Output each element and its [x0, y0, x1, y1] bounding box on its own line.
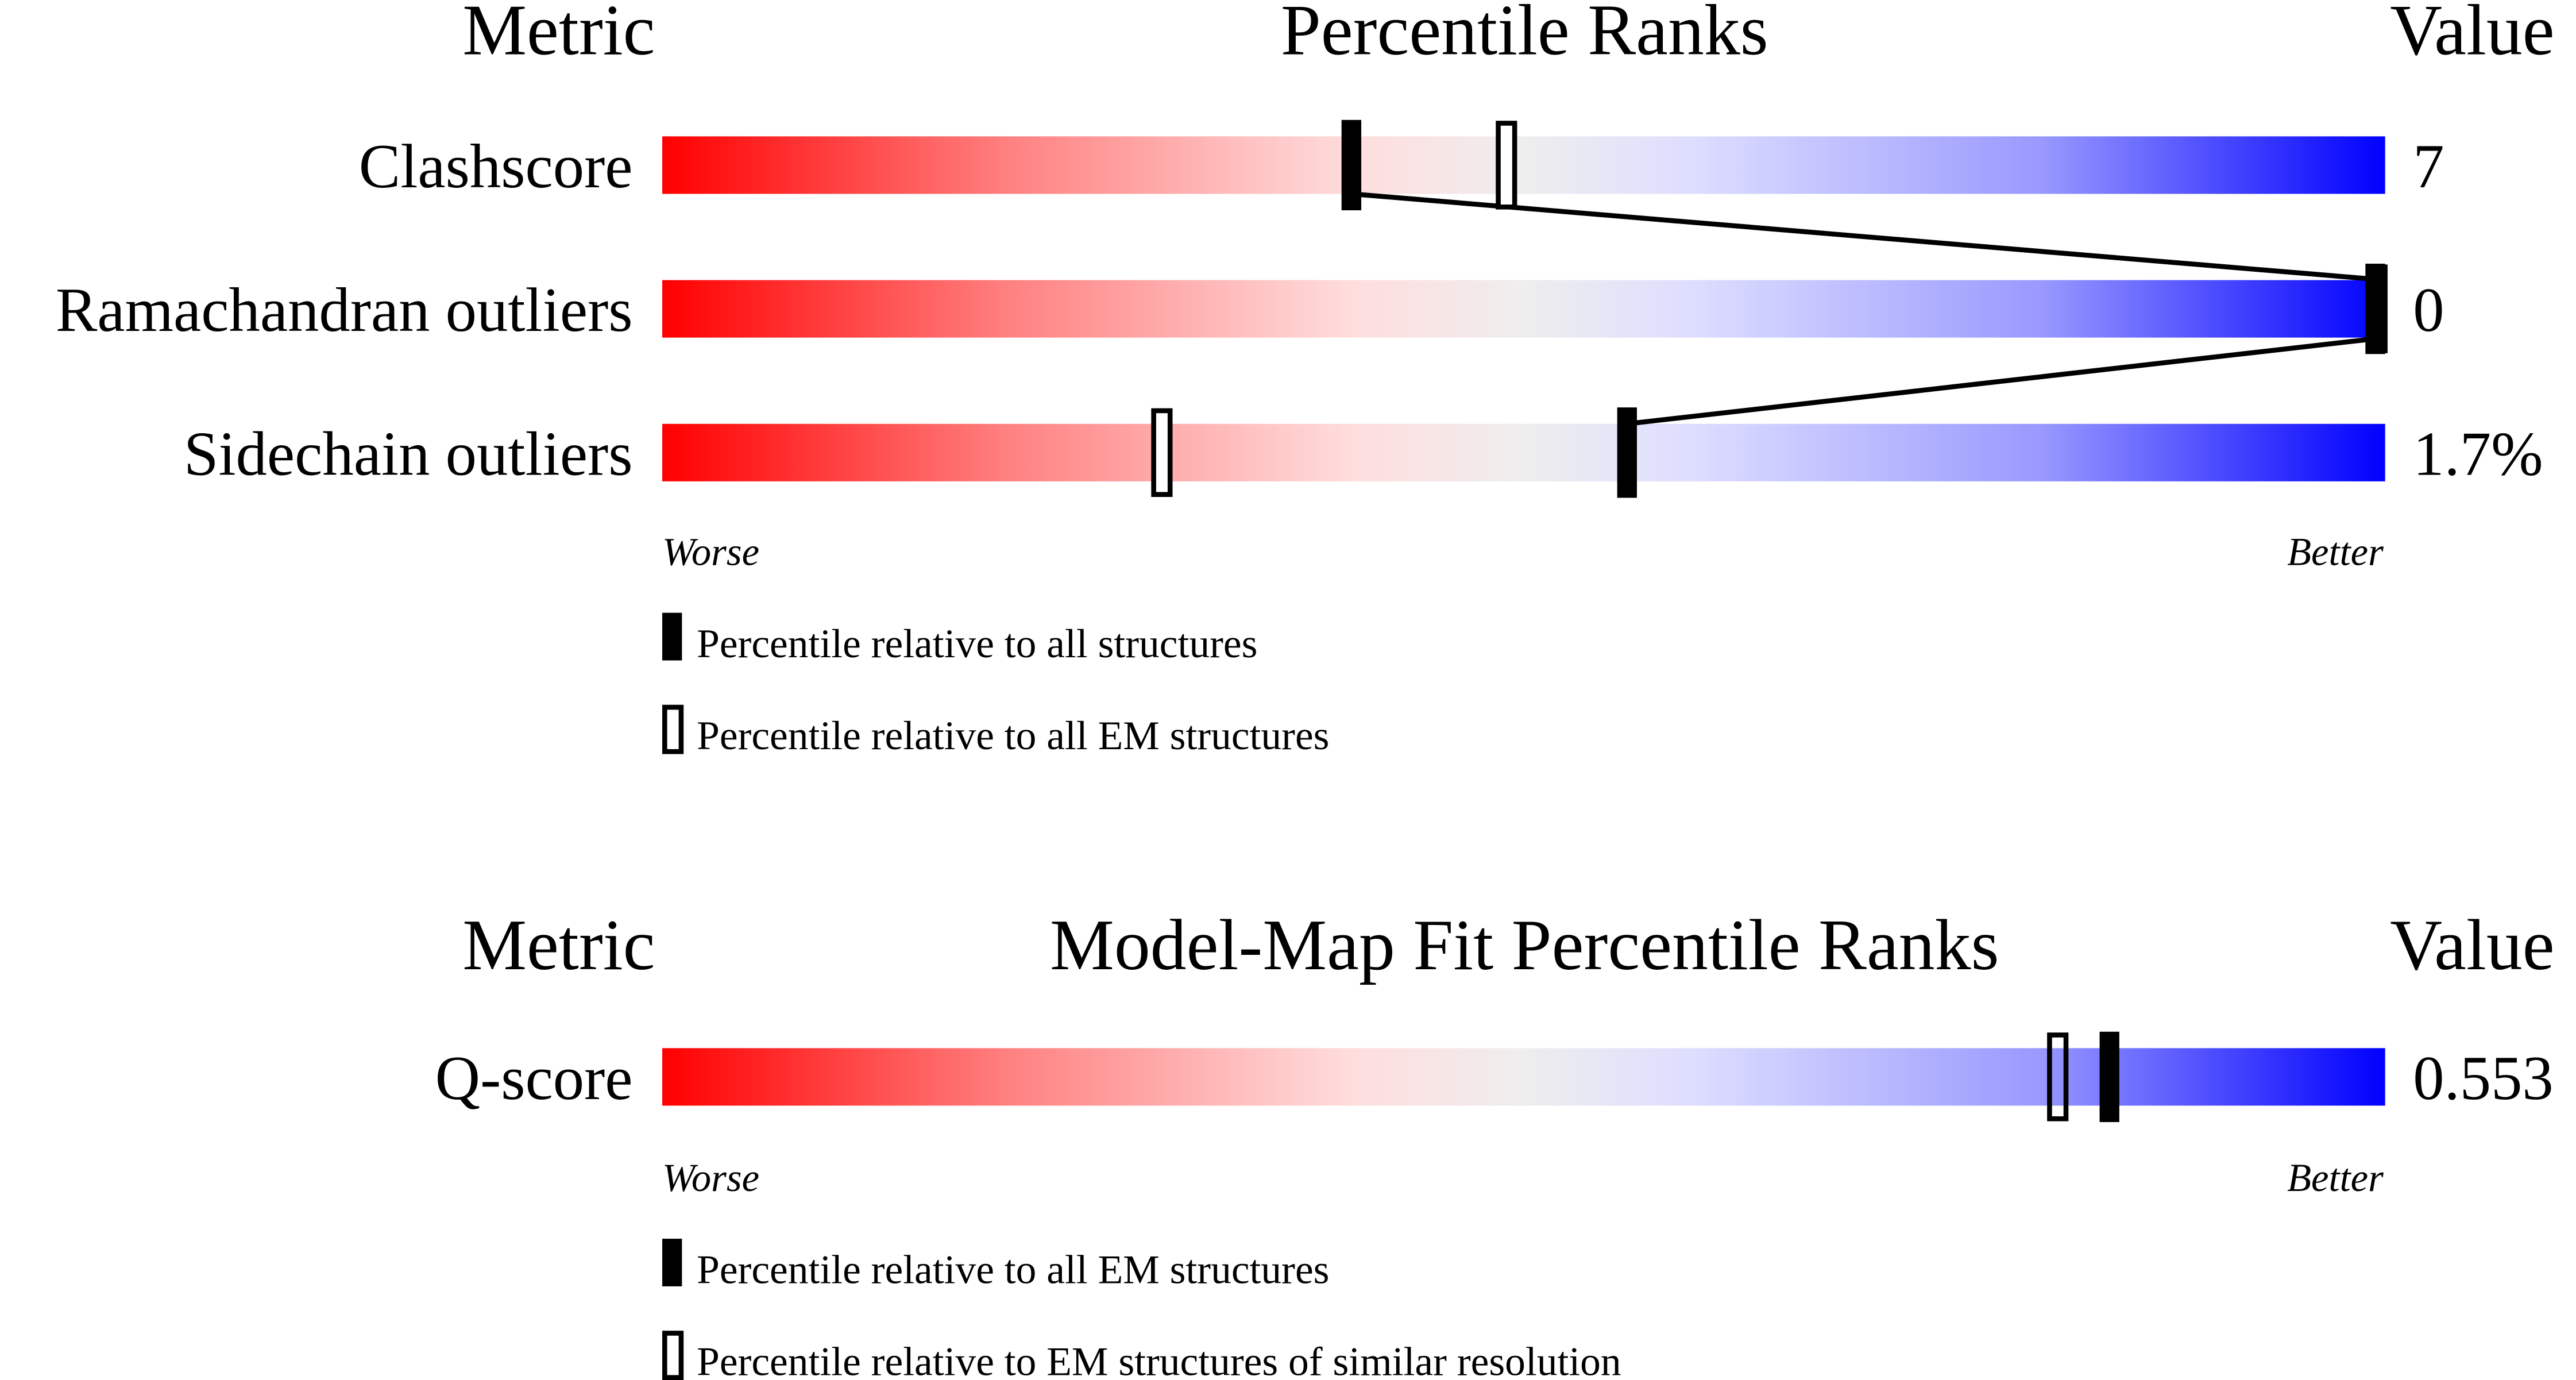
better-label: Better [2287, 530, 2384, 574]
better-label: Better [2287, 1156, 2384, 1200]
metric-label: Clashscore [359, 132, 633, 201]
metric-value: 7 [2413, 132, 2444, 201]
panel-title: Percentile Ranks [1281, 0, 1768, 70]
legend-filled-marker [662, 612, 682, 661]
percentile-em-marker [1151, 408, 1173, 498]
legend-filled-label: Percentile relative to all structures [697, 621, 1257, 666]
metric-header: Metric [462, 905, 655, 985]
value-header: Value [2390, 905, 2554, 985]
legend-open-marker [662, 1331, 684, 1380]
percentile-em-marker [2047, 1032, 2069, 1121]
percentile-all-marker [1617, 407, 1637, 498]
legend-filled-label: Percentile relative to all EM structures [697, 1247, 1329, 1292]
legend-open-label: Percentile relative to all EM structures [697, 713, 1329, 758]
percentile-all-marker [2365, 263, 2385, 354]
metric-label: Q-score [435, 1043, 633, 1113]
metric-header: Metric [462, 0, 655, 70]
metric-label: Sidechain outliers [184, 419, 633, 488]
metric-value: 0 [2413, 275, 2444, 345]
percentile-bar [662, 1048, 2385, 1106]
legend-filled-marker [662, 1239, 682, 1287]
legend-open-marker [662, 704, 684, 754]
percentile-all-marker [2099, 1031, 2119, 1123]
value-header: Value [2390, 0, 2554, 70]
percentile-bar [662, 423, 2385, 481]
connector-line [1351, 191, 2386, 283]
worse-label: Worse [662, 1156, 759, 1200]
connector-line [1627, 335, 2386, 427]
percentile-bar [662, 136, 2385, 194]
worse-label: Worse [662, 530, 759, 574]
percentile-em-marker [1496, 121, 1517, 210]
percentile-bar [662, 280, 2385, 338]
metric-label: Ramachandran outliers [56, 275, 633, 345]
metric-value: 1.7% [2413, 419, 2543, 488]
metric-value: 0.553 [2413, 1043, 2553, 1113]
legend-open-label: Percentile relative to EM structures of … [697, 1339, 1621, 1380]
panel-title: Model-Map Fit Percentile Ranks [1050, 905, 1999, 985]
percentile-all-marker [1341, 120, 1362, 211]
